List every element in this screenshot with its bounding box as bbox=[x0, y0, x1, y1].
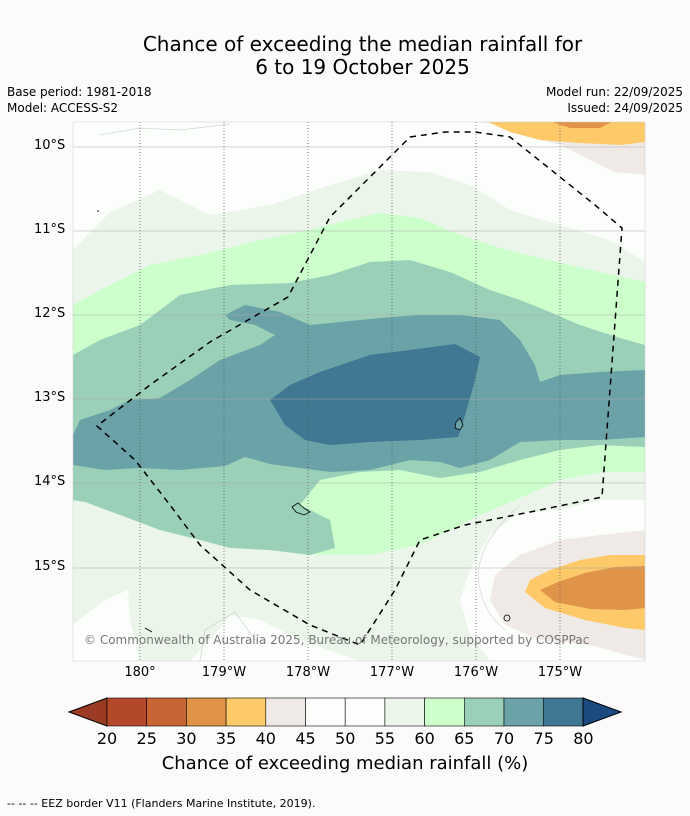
colorbar-tick: 65 bbox=[454, 729, 475, 748]
lat-label-11s: 11°S bbox=[34, 222, 66, 237]
colorbar-tick: 55 bbox=[374, 729, 396, 748]
lon-label-177w: 177°W bbox=[369, 665, 415, 680]
map-title-line-1: Chance of exceeding the median rainfall … bbox=[142, 32, 583, 56]
colorbar-cell bbox=[344, 697, 386, 727]
colorbar-cell bbox=[503, 697, 545, 727]
colorbar-tick: 45 bbox=[295, 729, 316, 748]
lon-label-180: 180° bbox=[124, 665, 156, 680]
colorbar-cell bbox=[463, 697, 505, 727]
map-title-line-2: 6 to 19 October 2025 bbox=[255, 55, 470, 79]
lon-label-179w: 179°W bbox=[201, 665, 247, 680]
copyright-notice: © Commonwealth of Australia 2025, Bureau… bbox=[84, 633, 590, 647]
colorbar-tick: 40 bbox=[255, 729, 276, 748]
lat-label-12s: 12°S bbox=[34, 306, 66, 321]
colorbar-cell bbox=[265, 697, 306, 727]
colorbar-tick: 35 bbox=[215, 729, 237, 748]
colorbar-tick: 70 bbox=[493, 729, 515, 748]
island-shape bbox=[454, 417, 464, 431]
colorbar-cell bbox=[146, 697, 187, 727]
rainfall-map bbox=[73, 122, 645, 661]
lat-label-14s: 14°S bbox=[34, 474, 66, 489]
model-name: Model: ACCESS-S2 bbox=[7, 101, 119, 115]
colorbar-tick: 25 bbox=[136, 729, 157, 748]
colorbar-tick: 50 bbox=[335, 729, 356, 748]
colorbar-cell bbox=[384, 697, 425, 727]
colorbar-arrow-low bbox=[67, 697, 108, 727]
base-period: Base period: 1981-2018 bbox=[7, 85, 152, 99]
lat-label-10s: 10°S bbox=[34, 138, 66, 153]
lon-label-175w: 175°W bbox=[537, 665, 583, 680]
lon-label-178w: 178°W bbox=[285, 665, 331, 680]
colorbar-tick: 30 bbox=[176, 729, 197, 748]
eez-footnote: -- -- -- EEZ border V11 (Flanders Marine… bbox=[7, 797, 316, 810]
colorbar-label: Chance of exceeding median rainfall (%) bbox=[161, 753, 529, 774]
colorbar-tick: 20 bbox=[96, 729, 118, 748]
colorbar-tick: 80 bbox=[573, 729, 594, 748]
colorbar bbox=[67, 697, 623, 727]
lat-label-15s: 15°S bbox=[34, 559, 66, 574]
colorbar-cell bbox=[543, 697, 584, 727]
lat-label-13s: 13°S bbox=[34, 390, 66, 405]
issued-date: Issued: 24/09/2025 bbox=[567, 101, 683, 115]
model-run: Model run: 22/09/2025 bbox=[545, 85, 683, 99]
colorbar-cell bbox=[424, 697, 465, 727]
lon-label-176w: 176°W bbox=[453, 665, 499, 680]
island-shape bbox=[503, 614, 511, 622]
colorbar-cell bbox=[305, 697, 346, 727]
colorbar-tick: 75 bbox=[533, 729, 554, 748]
colorbar-cell bbox=[225, 697, 267, 727]
colorbar-arrow-high bbox=[582, 697, 623, 727]
colorbar-cell bbox=[186, 697, 227, 727]
island-shape bbox=[291, 502, 311, 516]
colorbar-tick: 60 bbox=[414, 729, 435, 748]
colorbar-cell bbox=[106, 697, 148, 727]
